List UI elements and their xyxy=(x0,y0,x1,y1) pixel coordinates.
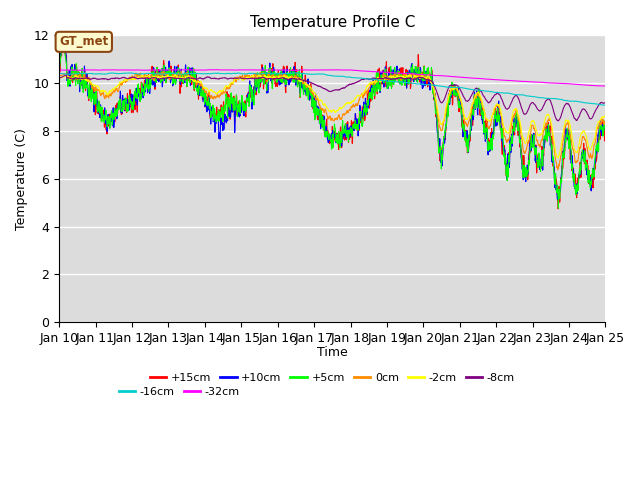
Legend: -16cm, -32cm: -16cm, -32cm xyxy=(115,383,244,401)
X-axis label: Time: Time xyxy=(317,347,348,360)
Text: GT_met: GT_met xyxy=(59,36,108,48)
Title: Temperature Profile C: Temperature Profile C xyxy=(250,15,415,30)
Y-axis label: Temperature (C): Temperature (C) xyxy=(15,128,28,230)
